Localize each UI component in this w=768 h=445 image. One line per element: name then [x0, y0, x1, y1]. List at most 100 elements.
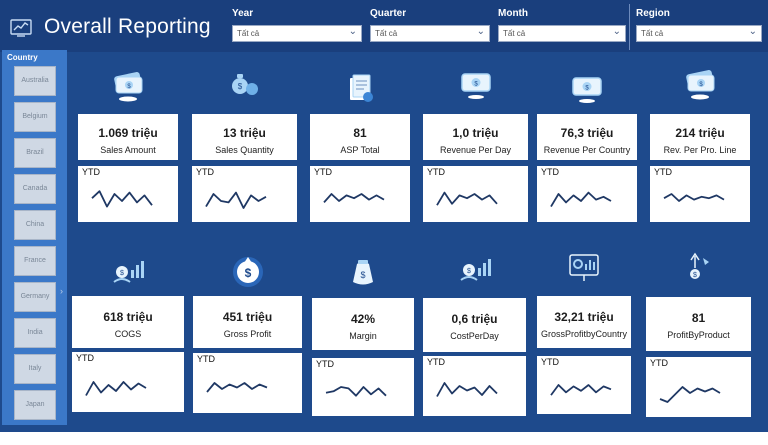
month-dropdown-value: Tất cả [503, 29, 526, 38]
kpi-value-card[interactable]: 32,21 triệu GrossProfitbyCountry [537, 296, 631, 348]
chevron-down-icon: ⌄ [476, 26, 485, 37]
ytd-sparkline-card[interactable]: YTD [646, 357, 751, 417]
sparkline-chart [659, 386, 721, 403]
sparkline-series [85, 381, 147, 396]
ytd-sparkline-card[interactable]: YTD [312, 358, 414, 416]
ytd-sparkline-card[interactable]: YTD [72, 352, 184, 412]
kpi-label: Margin [349, 331, 377, 341]
kpi-value-card[interactable]: 0,6 triệu CostPerDay [423, 298, 526, 352]
analytics-board-icon [564, 250, 604, 286]
sparkline-series [205, 191, 267, 209]
svg-text:$: $ [127, 84, 131, 90]
kpi-value-card[interactable]: 214 triệu Rev. Per Pro. Line [650, 114, 750, 160]
money-growth-icon: $ [455, 250, 495, 286]
kpi-value: 81 [353, 126, 367, 140]
sparkline-series [91, 190, 153, 208]
country-slicer: Country Australia Belgium Brazil Canada … [2, 50, 67, 425]
kpi-value: 13 triệu [223, 126, 266, 140]
ytd-label: YTD [541, 167, 559, 177]
sparkline-chart [91, 190, 153, 208]
kpi-value-card[interactable]: 42% Margin [312, 298, 414, 350]
cash-bill-icon: $ [456, 66, 496, 102]
country-button-canada[interactable]: Canada [14, 174, 56, 204]
kpi-label: ASP Total [340, 145, 380, 155]
sparkline-chart [550, 191, 612, 208]
country-button-italy[interactable]: Italy [14, 354, 56, 384]
kpi-value-card[interactable]: 1,0 triệu Revenue Per Day [423, 114, 528, 160]
sparkline-chart [436, 382, 498, 397]
sparkline-series [436, 382, 498, 397]
ytd-sparkline-card[interactable]: YTD [537, 166, 637, 222]
month-dropdown[interactable]: Tất cả ⌄ [498, 25, 626, 42]
region-dropdown[interactable]: Tất cả ⌄ [636, 25, 762, 42]
sparkline-series [550, 191, 612, 208]
svg-text:$: $ [699, 82, 703, 88]
sparkline-series [550, 384, 612, 396]
country-button-belgium[interactable]: Belgium [14, 102, 56, 132]
kpi-value-card[interactable]: 76,3 triệu Revenue Per Country [537, 114, 637, 160]
country-button-brazil[interactable]: Brazil [14, 138, 56, 168]
svg-text:$: $ [693, 272, 697, 279]
ytd-sparkline-card[interactable]: YTD [537, 356, 631, 414]
kpi-value-card[interactable]: 81 ASP Total [310, 114, 410, 160]
quarter-dropdown[interactable]: Tất cả ⌄ [370, 25, 490, 42]
kpi-label: Rev. Per Pro. Line [663, 145, 737, 155]
filter-quarter: Quarter Tất cả ⌄ [366, 2, 492, 46]
cash-stack-icon: $ [680, 66, 720, 102]
ytd-label: YTD [314, 167, 332, 177]
sparkline-chart [205, 191, 267, 209]
quarter-dropdown-value: Tất cả [375, 29, 398, 38]
country-button-india[interactable]: India [14, 318, 56, 348]
svg-text:$: $ [474, 82, 478, 88]
kpi-value-card[interactable]: 81 ProfitByProduct [646, 297, 751, 351]
ytd-sparkline-card[interactable]: YTD [78, 166, 178, 222]
country-button-japan[interactable]: Japan [14, 390, 56, 420]
year-dropdown[interactable]: Tất cả ⌄ [232, 25, 362, 42]
sparkline-series [323, 193, 385, 203]
kpi-value-card[interactable]: 1.069 triệu Sales Amount [78, 114, 178, 160]
cash-stack-icon: $ [108, 68, 148, 104]
kpi-value: 1.069 triệu [98, 126, 158, 140]
kpi-label: Revenue Per Day [439, 145, 512, 155]
page-title: Overall Reporting [44, 15, 211, 38]
sparkline-series [663, 193, 725, 202]
chevron-right-icon[interactable]: › [60, 286, 63, 296]
filter-label-year: Year [232, 8, 254, 19]
country-button-china[interactable]: China [14, 210, 56, 240]
svg-text:$: $ [244, 266, 251, 280]
kpi-value: 0,6 triệu [451, 312, 498, 326]
ytd-sparkline-card[interactable]: YTD [650, 166, 750, 222]
country-button-germany[interactable]: Germany [14, 282, 56, 312]
sparkline-chart [663, 193, 725, 202]
kpi-label: COGS [114, 329, 142, 339]
cash-bill-icon: $ [567, 70, 607, 106]
kpi-label: Revenue Per Country [543, 145, 631, 155]
ytd-sparkline-card[interactable]: YTD [192, 166, 297, 222]
kpi-value: 81 [691, 311, 706, 325]
kpi-value-card[interactable]: 13 triệu Sales Quantity [192, 114, 297, 160]
ytd-sparkline-card[interactable]: YTD [193, 353, 302, 413]
sparkline-chart [325, 386, 387, 397]
sparkline-chart [436, 191, 498, 206]
kpi-value: 1,0 triệu [452, 126, 499, 140]
country-button-australia[interactable]: Australia [14, 66, 56, 96]
kpi-value: 214 triệu [675, 126, 725, 140]
ytd-sparkline-card[interactable]: YTD [423, 356, 526, 416]
country-slicer-title: Country [7, 53, 38, 62]
ytd-label: YTD [316, 359, 334, 369]
money-bags-icon: $ [225, 66, 265, 102]
document-check-icon [340, 72, 380, 108]
ytd-label: YTD [427, 357, 445, 367]
kpi-value-card[interactable]: 451 triệu Gross Profit [193, 296, 302, 348]
country-button-france[interactable]: France [14, 246, 56, 276]
ytd-sparkline-card[interactable]: YTD [423, 166, 528, 222]
kpi-value-card[interactable]: 618 triệu COGS [72, 296, 184, 348]
ytd-label: YTD [196, 167, 214, 177]
kpi-value: 32,21 triệu [554, 310, 614, 324]
sparkline-series [325, 386, 387, 397]
region-dropdown-value: Tất cả [641, 29, 664, 38]
kpi-label: ProfitByProduct [667, 330, 730, 340]
kpi-value: 618 triệu [103, 310, 153, 324]
ytd-sparkline-card[interactable]: YTD [310, 166, 410, 222]
kpi-label: CostPerDay [450, 331, 499, 341]
